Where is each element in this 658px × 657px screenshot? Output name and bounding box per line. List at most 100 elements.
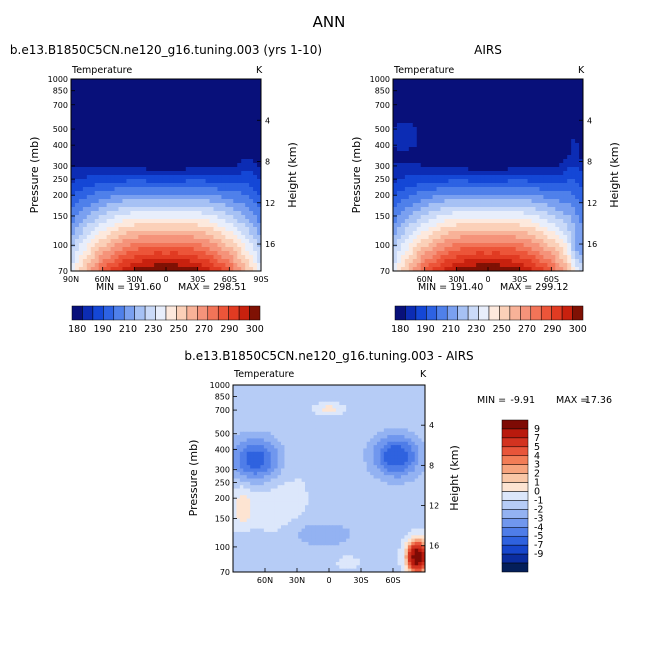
- panel-obs-cell: [420, 223, 426, 228]
- panel-obs-cell: [527, 203, 533, 208]
- panel-model-cell: [166, 159, 171, 164]
- panel-obs-cell: [432, 267, 438, 271]
- panel-obs-cell: [400, 143, 406, 148]
- panel-obs-cell: [404, 159, 410, 164]
- panel-model-cell: [114, 155, 120, 160]
- panel-model-cell: [98, 147, 104, 152]
- panel-model-cell: [185, 103, 191, 108]
- panel-model-cell: [142, 195, 147, 200]
- panel-obs-cell: [420, 135, 426, 140]
- panel-model-cell: [173, 175, 179, 180]
- panel-obs-cell: [424, 127, 430, 132]
- panel-model-cell: [146, 227, 151, 232]
- panel-diff-cell: [394, 385, 399, 389]
- panel-obs-cell: [404, 167, 410, 172]
- panel-obs-cell: [551, 159, 556, 164]
- panel-obs-cell: [408, 239, 414, 244]
- panel-obs-cell: [491, 263, 497, 268]
- panel-obs-cell: [543, 111, 548, 116]
- panel-obs-cell: [452, 159, 457, 164]
- panel-obs-cell: [499, 219, 505, 224]
- panel-model-cell: [162, 163, 167, 168]
- panel-model-cell: [225, 199, 230, 204]
- panel-obs-cell: [408, 107, 414, 112]
- panel-obs-cell: [575, 263, 580, 268]
- panel-obs-cell: [563, 151, 568, 156]
- panel-obs-cell: [452, 243, 457, 248]
- panel-obs-cell: [507, 87, 513, 92]
- panel-model-cell: [158, 263, 163, 268]
- panel-obs-cell: [393, 171, 398, 176]
- panel-obs-cell: [464, 171, 469, 176]
- panel-model-cell: [162, 159, 167, 164]
- panel-obs-cell: [448, 171, 453, 176]
- panel-obs-cell: [456, 159, 461, 164]
- panel-model-cell: [130, 251, 135, 256]
- panel-model-cell: [177, 167, 183, 172]
- panel-model-cell: [150, 259, 155, 264]
- panel-diff-title: b.e13.B1850C5CN.ne120_g16.tuning.003 - A…: [184, 349, 473, 363]
- panel-model-cell: [193, 119, 199, 124]
- panel-obs-cell: [456, 207, 461, 212]
- panel-model-cell: [233, 135, 238, 140]
- panel-model-cell: [114, 135, 120, 140]
- panel-obs-cell: [535, 135, 541, 140]
- panel-obs-cell: [400, 163, 406, 168]
- panel-obs-cell: [396, 111, 402, 116]
- panel-obs-cell: [559, 211, 564, 216]
- panel-obs-cell: [393, 139, 398, 144]
- panel-model-cell: [213, 107, 219, 112]
- panel-obs-colorbar-swatch: [551, 305, 563, 321]
- panel-model-cell: [146, 191, 151, 196]
- panel-obs-cell: [495, 131, 501, 136]
- panel-model-cell: [253, 155, 258, 160]
- panel-model-cell: [233, 119, 238, 124]
- panel-obs-cell: [488, 143, 493, 148]
- panel-model-cell: [245, 263, 250, 268]
- panel-obs-cell: [567, 127, 572, 132]
- panel-obs-cell: [495, 227, 501, 232]
- panel-model-cell: [257, 87, 261, 92]
- panel-model-cell: [122, 135, 128, 140]
- panel-model-cell: [209, 179, 215, 184]
- panel-obs-cell: [579, 251, 583, 256]
- panel-model-cell: [98, 99, 104, 104]
- panel-model-cell: [213, 119, 219, 124]
- panel-model-cell: [158, 87, 163, 92]
- panel-obs-cell: [440, 263, 446, 268]
- panel-obs-cell: [543, 243, 548, 248]
- panel-model-cell: [71, 251, 76, 256]
- panel-obs-cell: [460, 255, 465, 260]
- panel-model-cell: [241, 219, 246, 224]
- panel-model-cell: [146, 207, 151, 212]
- panel-model-cell: [154, 247, 159, 252]
- panel-model-cell: [106, 107, 112, 112]
- panel-model-cell: [169, 223, 175, 228]
- panel-model-cell: [225, 207, 230, 212]
- panel-model-cell: [233, 179, 238, 184]
- panel-model-colorbar-swatch: [155, 305, 167, 321]
- panel-model-cell: [71, 115, 76, 120]
- panel-model-cell: [71, 139, 76, 144]
- panel-model-cell: [126, 235, 131, 240]
- panel-model-cell: [98, 195, 104, 200]
- panel-model-cell: [177, 83, 183, 88]
- panel-model-cell: [94, 95, 100, 100]
- panel-model-cell: [193, 91, 199, 96]
- panel-obs-cell: [460, 263, 465, 268]
- panel-model-cell: [205, 127, 211, 132]
- panel-model-cell: [158, 223, 163, 228]
- panel-model-cell: [134, 91, 139, 96]
- panel-model-cell: [169, 171, 175, 176]
- panel-obs-cell: [499, 131, 505, 136]
- panel-model-cell: [241, 255, 246, 260]
- panel-model-cell: [150, 215, 155, 220]
- panel-model-cell: [82, 203, 88, 208]
- panel-obs-cell: [515, 175, 521, 180]
- panel-obs-cell: [424, 155, 430, 160]
- panel-model-cell: [221, 91, 226, 96]
- panel-model-cell: [162, 167, 167, 172]
- panel-obs-cell: [535, 231, 541, 236]
- panel-model-cell: [118, 163, 124, 168]
- panel-model-cell: [181, 115, 187, 120]
